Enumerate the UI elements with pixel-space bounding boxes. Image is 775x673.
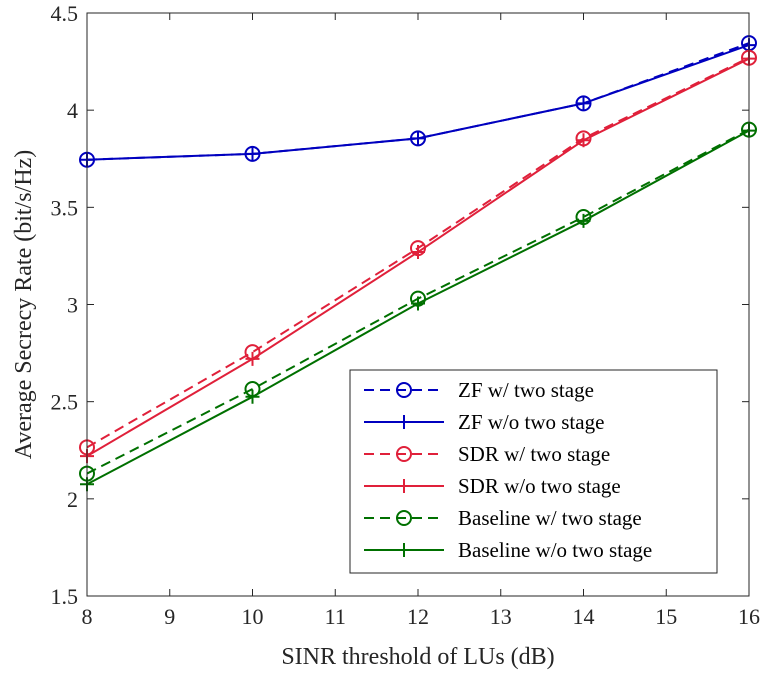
x-tick-label: 9 [164,604,175,629]
x-tick-label: 8 [82,604,93,629]
legend-entry: Baseline w/o two stage [364,538,652,562]
legend-marker [397,479,411,493]
y-tick-label: 1.5 [51,584,79,609]
y-tick-label: 3 [67,293,78,318]
y-axis-label: Average Secrecy Rate (bit/s/Hz) [11,150,37,459]
legend-label: SDR w/o two stage [458,474,621,498]
legend: ZF w/ two stage ZF w/o two stage SDR w/ tw… [349,369,718,574]
data-point [411,131,425,146]
data-point [245,389,260,404]
series-5 [80,123,756,492]
legend-marker [396,446,412,462]
legend-marker [397,543,411,557]
data-point [245,146,260,161]
data-point [576,213,591,228]
legend-marker [397,415,411,429]
y-tick-label: 4 [67,98,78,123]
x-tick-label: 14 [573,604,595,629]
legend-label: ZF w/ two stage [458,378,594,402]
data-point [576,96,591,111]
x-axis-label: SINR threshold of LUs (dB) [281,644,554,670]
x-tick-label: 13 [490,604,512,629]
data-point [411,296,425,311]
y-tick-label: 3.5 [51,195,79,220]
x-tick-label: 12 [407,604,429,629]
legend-marker [396,510,412,526]
legend-label: ZF w/o two stage [458,410,604,434]
series-1 [80,38,756,167]
legend-entry: Baseline w/ two stage [364,506,642,530]
legend-entry: ZF w/ two stage [364,378,594,402]
x-tick-label: 15 [655,604,677,629]
y-tick-label: 2.5 [51,390,79,415]
legend-label: SDR w/ two stage [458,442,610,466]
legend-box [349,369,718,574]
ticks-layer: 8 9 10 11 12 13 14 15 16 1.5 2 2.5 3 3.5 4 4.5 [51,1,761,629]
data-point [411,245,425,260]
y-tick-label: 4.5 [51,1,79,26]
legend-entry: SDR w/o two stage [364,474,621,498]
data-point [245,351,260,366]
legend-entry: ZF w/o two stage [364,410,604,434]
legend-marker [396,382,412,398]
legend-label: Baseline w/o two stage [458,538,652,562]
y-tick-label: 2 [67,487,78,512]
plot-frame [86,12,750,597]
x-tick-label: 16 [738,604,760,629]
legend-label: Baseline w/ two stage [458,506,642,530]
x-tick-label: 10 [242,604,264,629]
data-point [576,133,591,148]
x-tick-label: 11 [325,604,346,629]
legend-entry: SDR w/ two stage [364,442,610,466]
